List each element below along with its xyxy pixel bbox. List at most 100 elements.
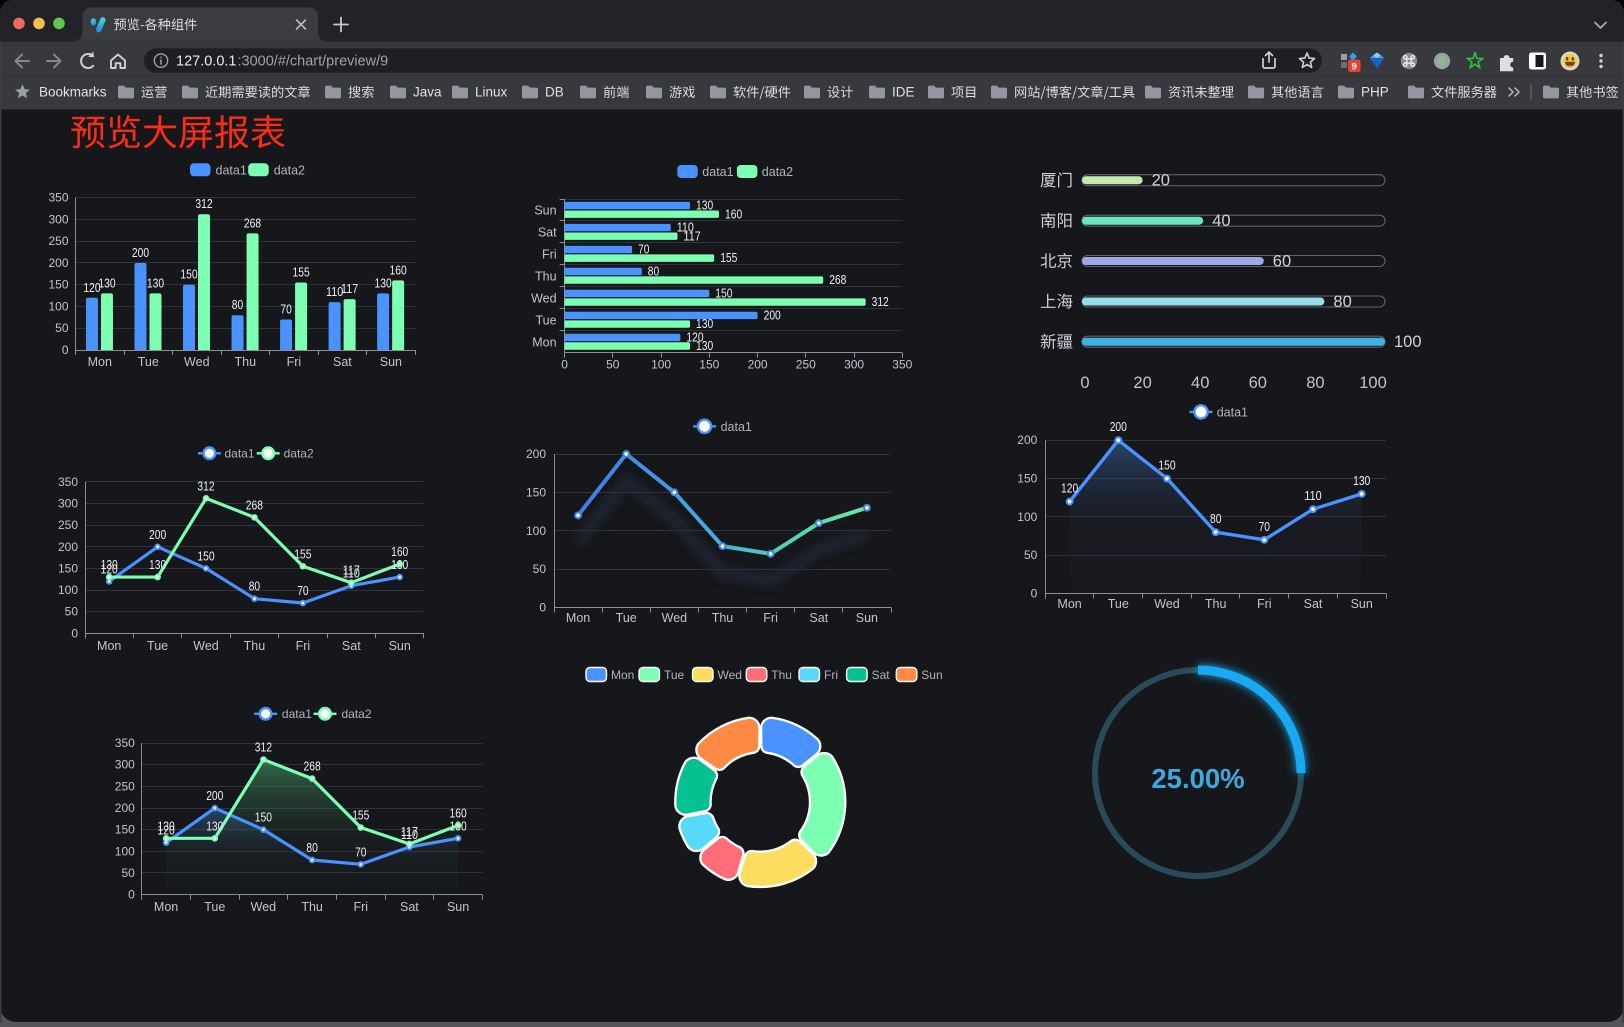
svg-text:150: 150 xyxy=(197,548,214,563)
svg-text:50: 50 xyxy=(1024,548,1038,562)
svg-text:data1: data1 xyxy=(1217,405,1248,419)
svg-text:Mon: Mon xyxy=(88,355,112,369)
svg-text:150: 150 xyxy=(115,823,135,837)
svg-text:Mon: Mon xyxy=(1057,597,1081,611)
svg-text:data1: data1 xyxy=(282,707,312,721)
svg-text:0: 0 xyxy=(561,358,568,372)
svg-text:Thu: Thu xyxy=(301,900,323,914)
svg-text:0: 0 xyxy=(128,888,135,902)
svg-text:0: 0 xyxy=(1031,587,1038,601)
svg-text:312: 312 xyxy=(255,740,272,755)
svg-text:Fri: Fri xyxy=(824,668,838,682)
svg-text:50: 50 xyxy=(121,866,135,880)
svg-text:150: 150 xyxy=(255,810,272,825)
svg-text:Thu: Thu xyxy=(1205,597,1227,611)
svg-text:100: 100 xyxy=(1394,333,1422,351)
svg-text:130: 130 xyxy=(1353,473,1370,488)
svg-text:Thu: Thu xyxy=(235,355,257,369)
svg-text:70: 70 xyxy=(355,844,366,859)
svg-text:0: 0 xyxy=(62,343,69,357)
svg-text:40: 40 xyxy=(1191,374,1209,392)
svg-text:150: 150 xyxy=(58,561,78,575)
svg-text:Tue: Tue xyxy=(204,900,225,914)
svg-text:0: 0 xyxy=(539,601,546,615)
svg-text:200: 200 xyxy=(132,245,149,260)
svg-text:25.00%: 25.00% xyxy=(1151,763,1244,794)
svg-text:100: 100 xyxy=(58,583,78,597)
svg-text:200: 200 xyxy=(115,801,135,815)
svg-text:data1: data1 xyxy=(702,165,733,179)
svg-text:312: 312 xyxy=(197,478,214,493)
svg-text:117: 117 xyxy=(343,563,360,578)
svg-text:100: 100 xyxy=(526,524,546,538)
svg-text:312: 312 xyxy=(195,196,212,211)
svg-text:60: 60 xyxy=(1273,253,1291,271)
svg-text:150: 150 xyxy=(715,286,732,301)
svg-text:200: 200 xyxy=(1110,419,1127,434)
svg-text:160: 160 xyxy=(390,262,407,277)
svg-text:110: 110 xyxy=(1304,488,1321,503)
svg-text:200: 200 xyxy=(48,256,68,270)
svg-text:Bookmarks: Bookmarks xyxy=(39,85,107,100)
svg-text:20: 20 xyxy=(1133,374,1151,392)
svg-text:130: 130 xyxy=(158,818,175,833)
svg-text:Wed: Wed xyxy=(184,355,210,369)
svg-text:200: 200 xyxy=(764,308,781,323)
svg-text:Fri: Fri xyxy=(354,900,369,914)
svg-text:250: 250 xyxy=(48,234,68,248)
svg-text:data1: data1 xyxy=(721,420,752,434)
svg-text:100: 100 xyxy=(48,300,68,314)
svg-text:155: 155 xyxy=(294,546,311,561)
svg-text:200: 200 xyxy=(58,540,78,554)
svg-text:150: 150 xyxy=(1017,472,1037,486)
svg-text:0: 0 xyxy=(71,626,78,640)
svg-text:117: 117 xyxy=(341,281,358,296)
svg-text:110: 110 xyxy=(326,284,343,299)
svg-text:Thu: Thu xyxy=(244,639,266,653)
svg-text:Linux: Linux xyxy=(475,85,508,100)
svg-text:150: 150 xyxy=(526,485,546,499)
svg-text:70: 70 xyxy=(638,242,649,257)
svg-text:Tue: Tue xyxy=(147,639,168,653)
svg-text:130: 130 xyxy=(696,338,713,353)
svg-text:Thu: Thu xyxy=(712,611,734,625)
svg-text:110: 110 xyxy=(401,827,418,842)
svg-text:Fri: Fri xyxy=(1257,597,1272,611)
svg-text:Sun: Sun xyxy=(921,668,942,682)
svg-text:Sat: Sat xyxy=(1304,597,1323,611)
svg-text:150: 150 xyxy=(48,278,68,292)
svg-text:Sat: Sat xyxy=(872,668,891,682)
svg-text:data2: data2 xyxy=(284,447,314,461)
svg-text:130: 130 xyxy=(149,557,166,572)
svg-text:110: 110 xyxy=(343,566,360,581)
svg-text:100: 100 xyxy=(651,358,671,372)
svg-text:Tue: Tue xyxy=(1108,597,1129,611)
svg-text:0: 0 xyxy=(1080,374,1089,392)
svg-text:80: 80 xyxy=(306,840,317,855)
svg-text:Sat: Sat xyxy=(333,355,352,369)
svg-text:130: 130 xyxy=(696,316,713,331)
svg-text:Sun: Sun xyxy=(380,355,402,369)
svg-text:Fri: Fri xyxy=(287,355,302,369)
svg-text:Wed: Wed xyxy=(193,639,219,653)
svg-text:300: 300 xyxy=(48,213,68,227)
svg-text:250: 250 xyxy=(58,518,78,532)
svg-text:70: 70 xyxy=(280,302,291,317)
svg-text:312: 312 xyxy=(872,294,889,309)
svg-text:120: 120 xyxy=(83,280,100,295)
svg-text:155: 155 xyxy=(352,808,369,823)
svg-text:200: 200 xyxy=(206,788,223,803)
svg-text:50: 50 xyxy=(65,605,79,619)
svg-text:Mon: Mon xyxy=(566,611,590,625)
svg-text:Mon: Mon xyxy=(532,335,556,349)
svg-text:60: 60 xyxy=(1249,374,1267,392)
svg-text:160: 160 xyxy=(391,544,408,559)
svg-text:80: 80 xyxy=(1210,511,1221,526)
svg-text:200: 200 xyxy=(748,358,768,372)
svg-text:Sun: Sun xyxy=(1351,597,1373,611)
svg-text:250: 250 xyxy=(115,779,135,793)
svg-text:data1: data1 xyxy=(216,163,247,177)
svg-text:155: 155 xyxy=(293,265,310,280)
svg-text:Sun: Sun xyxy=(856,611,878,625)
svg-text:70: 70 xyxy=(1259,519,1270,534)
